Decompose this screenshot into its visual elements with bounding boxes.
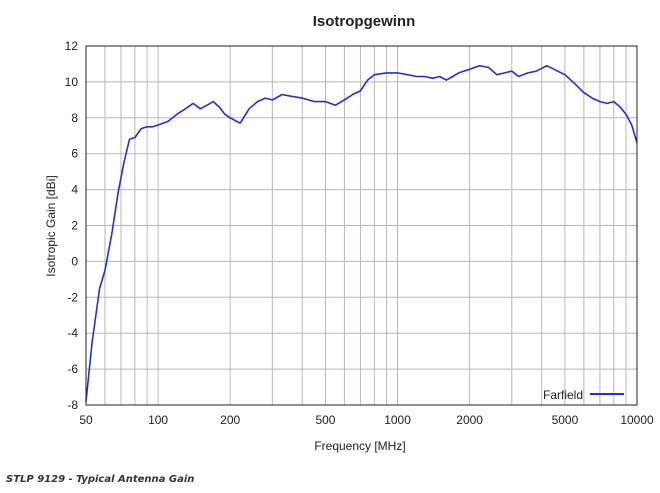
x-axis-label: Frequency [MHz] bbox=[314, 439, 405, 453]
x-tick-label: 5000 bbox=[552, 413, 579, 427]
x-tick-label: 50 bbox=[79, 413, 93, 427]
series-layer bbox=[85, 64, 638, 402]
gain-chart: Isotropgewinn 50 100 200 500 1000 2000 5000 100… bbox=[44, 13, 654, 453]
y-tick-label: 4 bbox=[71, 183, 78, 197]
figure-caption: STLP 9129 - Typical Antenna Gain bbox=[6, 474, 195, 485]
y-axis-label: Isotropic Gain [dBi] bbox=[44, 175, 58, 276]
y-tick-label: 2 bbox=[71, 219, 78, 233]
x-tick-label: 500 bbox=[315, 413, 335, 427]
plot-frame bbox=[85, 45, 638, 406]
y-tick-label: -4 bbox=[67, 326, 78, 340]
y-tick-label: 0 bbox=[71, 254, 78, 268]
y-tick-label: 12 bbox=[65, 39, 79, 53]
y-tick-label: -2 bbox=[67, 290, 78, 304]
y-tick-label: 6 bbox=[71, 147, 78, 161]
x-tick-label: 2000 bbox=[456, 413, 483, 427]
chart-title: Isotropgewinn bbox=[313, 13, 416, 30]
y-tick-label: 8 bbox=[71, 111, 78, 125]
y-tick-label: -6 bbox=[67, 362, 78, 376]
legend-label: Farfield bbox=[543, 388, 583, 402]
series-line-farfield bbox=[85, 64, 638, 402]
legend: Farfield bbox=[543, 388, 624, 402]
x-tick-label: 10000 bbox=[620, 413, 654, 427]
y-tick-label: -8 bbox=[67, 398, 78, 412]
x-tick-label: 200 bbox=[220, 413, 240, 427]
y-tick-labels: -8 -6 -4 -2 0 2 4 6 8 10 12 bbox=[65, 39, 79, 412]
x-tick-labels: 50 100 200 500 1000 2000 5000 10000 bbox=[79, 413, 654, 427]
y-tick-label: 10 bbox=[65, 75, 79, 89]
x-tick-label: 100 bbox=[148, 413, 168, 427]
x-tick-label: 1000 bbox=[384, 413, 411, 427]
